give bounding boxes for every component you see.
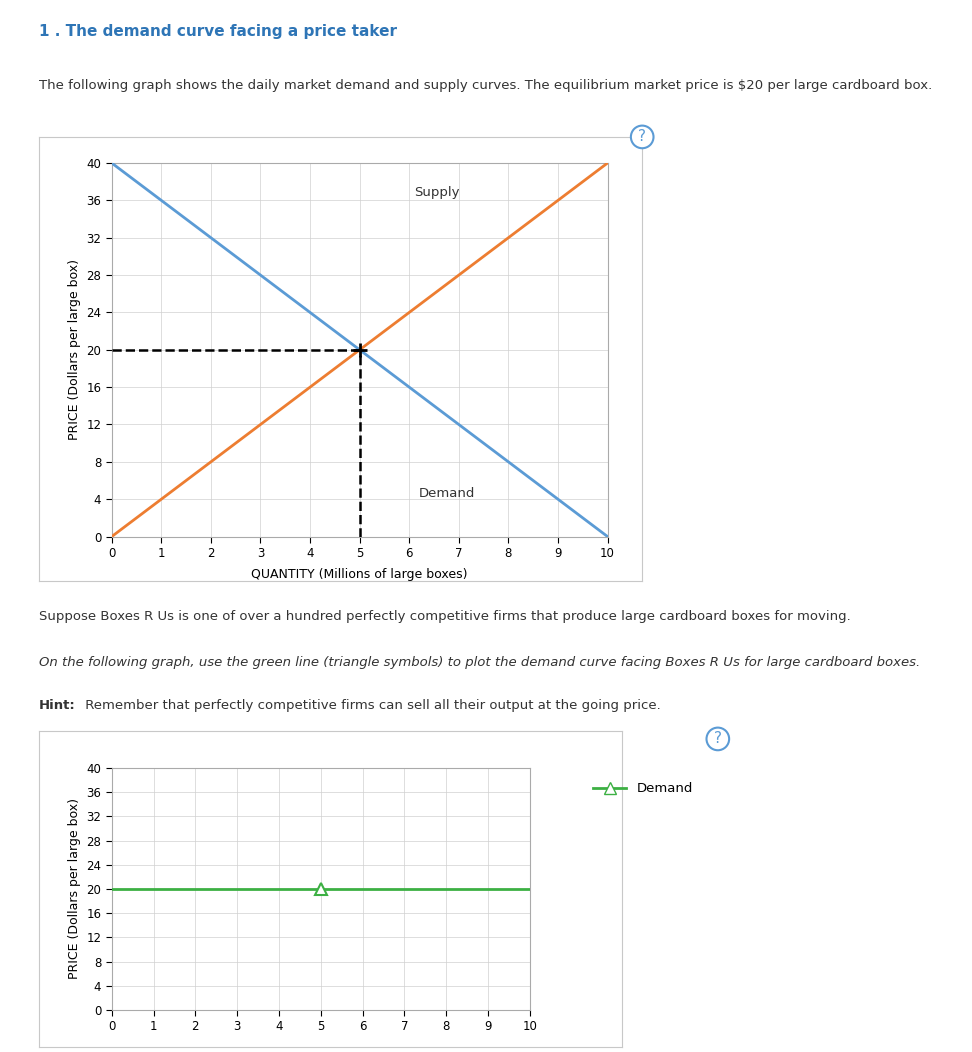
Y-axis label: PRICE (Dollars per large box): PRICE (Dollars per large box) xyxy=(68,259,81,441)
X-axis label: QUANTITY (Millions of large boxes): QUANTITY (Millions of large boxes) xyxy=(252,568,468,582)
Text: Suppose Boxes R Us is one of over a hundred perfectly competitive firms that pro: Suppose Boxes R Us is one of over a hund… xyxy=(39,610,850,623)
Y-axis label: PRICE (Dollars per large box): PRICE (Dollars per large box) xyxy=(68,798,81,979)
Text: 1 . The demand curve facing a price taker: 1 . The demand curve facing a price take… xyxy=(39,24,397,39)
Text: On the following graph, use the green line (triangle symbols) to plot the demand: On the following graph, use the green li… xyxy=(39,656,920,669)
Legend: Demand: Demand xyxy=(588,777,699,801)
Text: Supply: Supply xyxy=(414,186,460,199)
Text: Demand: Demand xyxy=(419,487,475,501)
Text: Hint:: Hint: xyxy=(39,699,76,712)
Text: Remember that perfectly competitive firms can sell all their output at the going: Remember that perfectly competitive firm… xyxy=(81,699,660,712)
Text: The following graph shows the daily market demand and supply curves. The equilib: The following graph shows the daily mark… xyxy=(39,79,932,92)
Text: ?: ? xyxy=(713,731,722,747)
Text: ?: ? xyxy=(639,129,646,144)
